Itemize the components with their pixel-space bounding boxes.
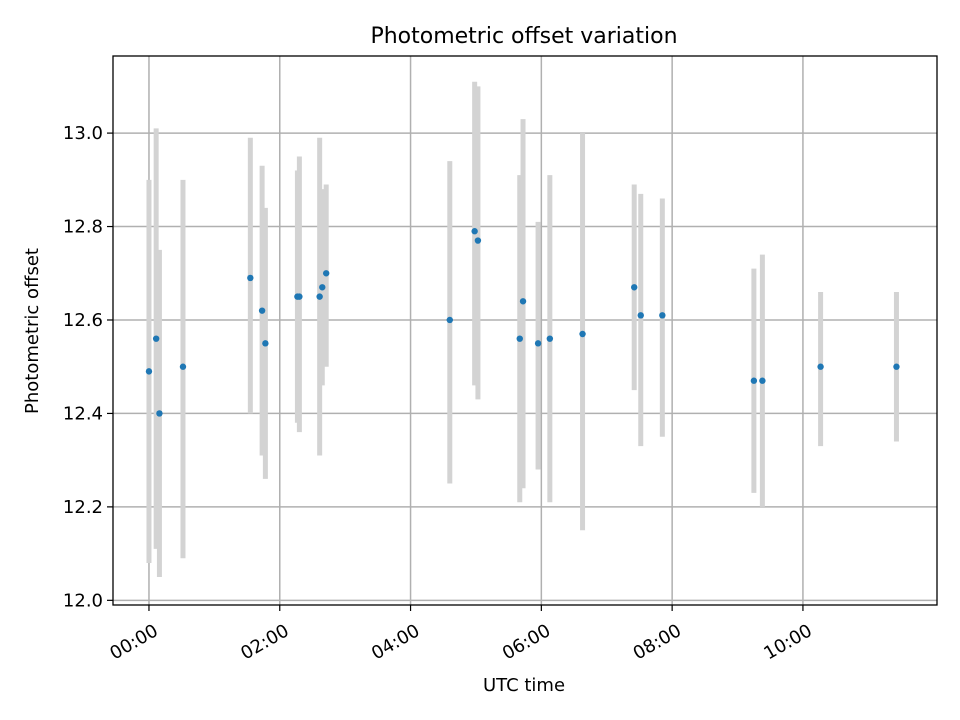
data-point [247,274,254,282]
data-point [631,284,638,291]
y-tick-label: 13.0 [63,123,103,144]
data-point [817,363,824,370]
x-axis-label: UTC time [483,675,565,696]
data-point [519,298,527,305]
data-point [319,284,326,291]
point-layer [145,228,900,417]
y-axis-label: Photometric offset [22,248,43,414]
data-point [759,377,766,384]
data-point [637,312,644,319]
y-tick-label: 12.6 [63,310,103,331]
data-point [296,293,303,300]
y-tick-label: 12.8 [63,217,103,238]
data-point [156,410,163,417]
y-tick-label: 12.2 [63,497,103,518]
data-point [546,335,554,342]
y-tick-label: 12.0 [63,590,103,611]
data-point [179,363,187,370]
data-point [893,363,900,370]
data-point [258,307,266,314]
data-point [152,335,160,342]
data-point [474,237,482,244]
data-point [322,270,330,277]
data-point [750,377,758,384]
data-point [262,340,269,347]
data-point [534,340,542,347]
data-point [516,335,523,342]
plot-frame [112,55,938,606]
data-point [579,330,586,338]
data-point [446,316,453,324]
chart-title: Photometric offset variation [370,24,677,49]
data-point [659,312,666,319]
data-point [145,368,153,375]
y-tick-label: 12.4 [63,403,103,424]
data-point [471,228,478,235]
data-point [316,293,323,300]
